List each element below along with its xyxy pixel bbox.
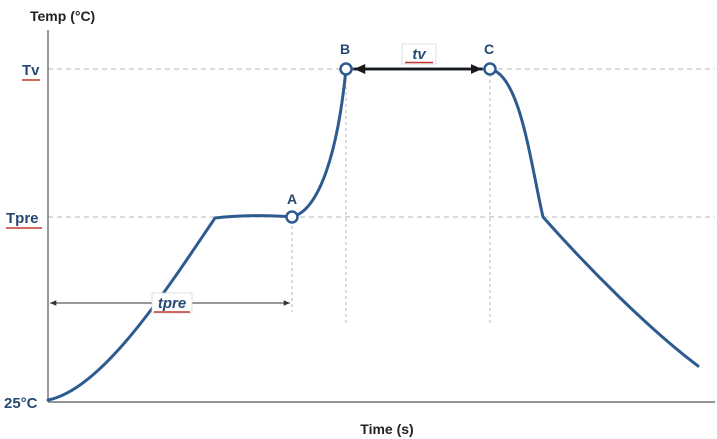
point-c-label: C — [484, 41, 494, 57]
tv-label-box — [401, 43, 437, 65]
point-c-marker — [483, 62, 497, 76]
baseline-temp-label: 25°C — [4, 395, 38, 412]
y-axis-title: Temp (°C) — [30, 8, 95, 24]
tv-level-label: Tv — [22, 62, 40, 79]
temperature-curve — [46, 67, 700, 402]
tpre-interval-label: tpre — [158, 295, 186, 312]
x-axis-title: Time (s) — [360, 421, 413, 437]
tpre-level-label: Tpre — [6, 210, 39, 227]
point-a-marker — [285, 210, 299, 224]
point-b-label: B — [340, 41, 350, 57]
point-b-marker — [339, 62, 353, 76]
tv-interval-label: tv — [412, 46, 427, 63]
point-a-label: A — [287, 191, 297, 207]
tpre-label-box — [151, 292, 193, 314]
